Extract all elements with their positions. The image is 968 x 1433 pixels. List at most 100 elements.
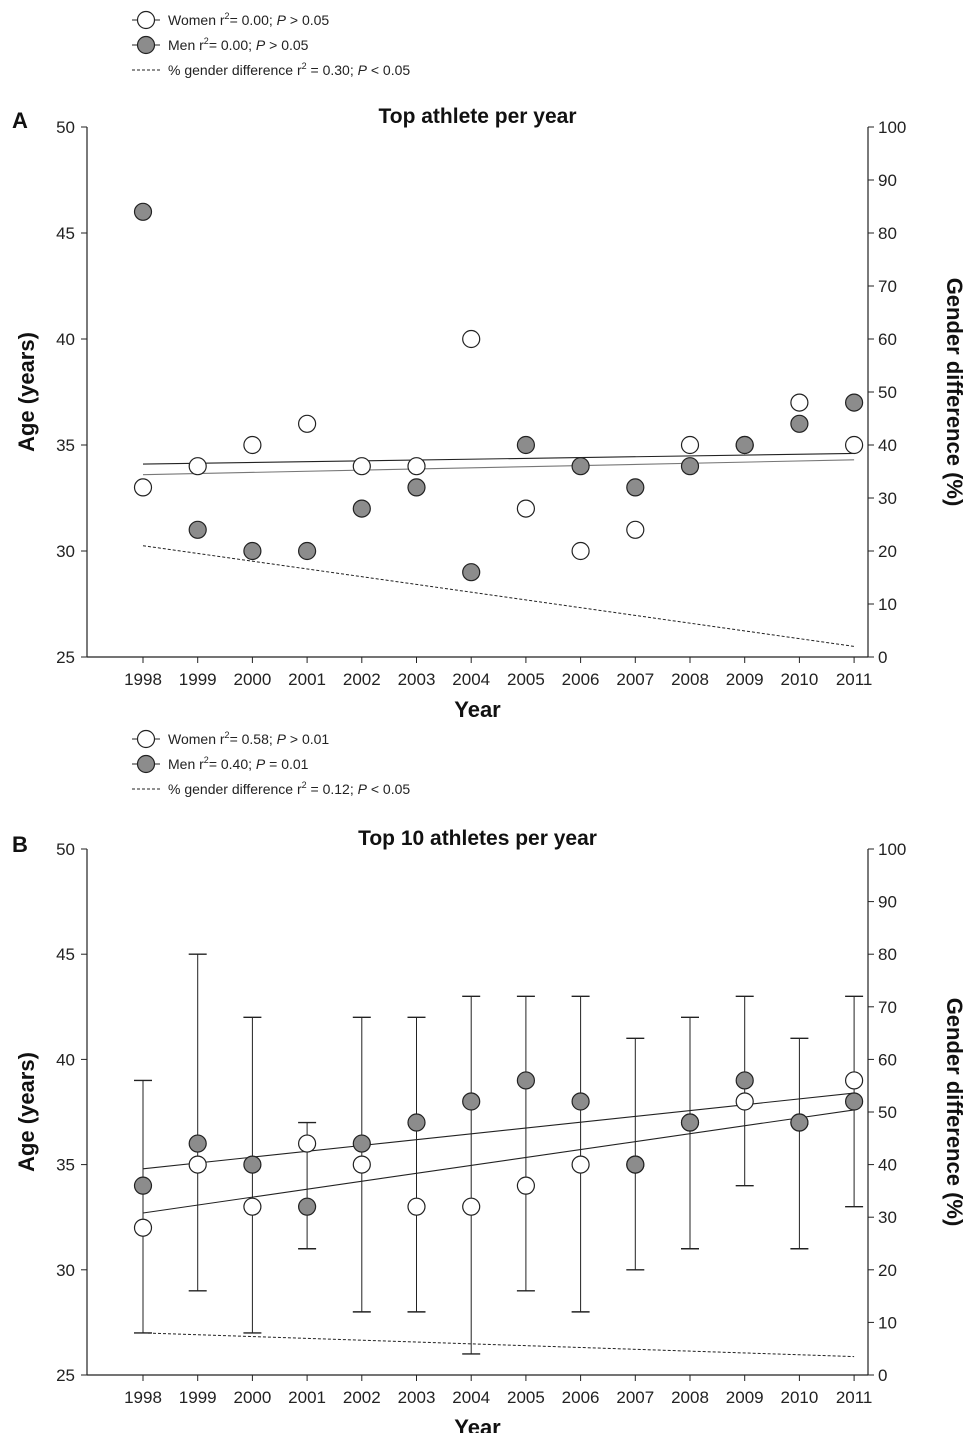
women-point <box>243 435 262 455</box>
men-point <box>680 457 700 476</box>
y2-tick-label: 30 <box>878 1208 897 1227</box>
y2-axis-title: Gender difference (%) <box>942 278 967 507</box>
women-point <box>844 1071 864 1090</box>
x-tick-label: 2000 <box>233 670 271 689</box>
men-point <box>243 541 262 561</box>
men-point <box>352 1134 371 1153</box>
x-tick-label: 1998 <box>124 670 162 689</box>
panel-a: Women r2= 0.00; P > 0.05 Men r2= 0.00; P … <box>12 10 967 722</box>
men-point <box>735 1071 754 1090</box>
x-tick-label: 1999 <box>179 1388 217 1407</box>
men-point <box>298 541 317 561</box>
men-point <box>790 1113 809 1132</box>
men-point <box>133 202 153 221</box>
gender-difference-trend-line <box>142 1332 855 1358</box>
panel-letter: B <box>12 832 28 857</box>
legend-women-marker <box>136 10 156 30</box>
x-tick-label: 1999 <box>179 670 217 689</box>
x-tick-label: 2011 <box>836 670 873 689</box>
women-point <box>735 1092 754 1111</box>
x-tick-label: 2000 <box>233 1388 271 1407</box>
panel-letter: A <box>12 108 28 133</box>
y2-tick-label: 100 <box>878 840 906 859</box>
y-tick-label: 25 <box>56 1366 75 1385</box>
x-tick-label: 2004 <box>452 1388 490 1407</box>
legend-men-label: Men r2= 0.00; P > 0.05 <box>168 36 309 53</box>
y-tick-label: 50 <box>56 118 75 137</box>
women-point <box>407 1197 426 1216</box>
men-point <box>516 1071 536 1090</box>
men-point <box>626 478 645 497</box>
y2-tick-label: 0 <box>878 648 887 667</box>
men-trend-line <box>142 1092 855 1170</box>
men-point <box>844 1092 864 1111</box>
y2-tick-label: 90 <box>878 171 897 190</box>
women-point <box>298 1134 317 1153</box>
y-tick-label: 40 <box>56 330 75 349</box>
men-point <box>407 478 426 497</box>
women-point <box>133 478 153 497</box>
legend-men-marker <box>136 35 156 55</box>
men-point <box>735 435 754 455</box>
y2-tick-label: 40 <box>878 1156 897 1175</box>
men-point <box>462 563 481 582</box>
y2-tick-label: 50 <box>878 1103 897 1122</box>
y-tick-label: 45 <box>56 945 75 964</box>
y2-tick-label: 70 <box>878 998 897 1017</box>
legend: Women r2= 0.58; P > 0.01 Men r2= 0.40; P … <box>132 729 410 797</box>
men-trend-line <box>142 452 855 465</box>
women-point <box>298 414 317 433</box>
x-axis-title: Year <box>454 1415 501 1433</box>
y-tick-label: 30 <box>56 542 75 561</box>
women-point <box>352 457 371 476</box>
men-point <box>298 1197 317 1216</box>
y2-tick-label: 60 <box>878 1050 897 1069</box>
y-tick-label: 45 <box>56 224 75 243</box>
women-point <box>626 520 645 539</box>
men-point <box>680 1113 700 1132</box>
y2-tick-label: 10 <box>878 1313 897 1332</box>
women-point <box>571 1155 590 1174</box>
x-tick-label: 2003 <box>398 1388 436 1407</box>
women-point <box>844 435 864 455</box>
women-point <box>188 1155 207 1174</box>
legend-diff-label: % gender difference r2 = 0.30; P < 0.05 <box>168 61 410 78</box>
men-point <box>844 393 864 412</box>
chart-title: Top 10 athletes per year <box>358 827 597 850</box>
panel-b: Women r2= 0.58; P > 0.01 Men r2= 0.40; P … <box>12 729 967 1433</box>
men-point <box>188 520 207 539</box>
legend-women-label: Women r2= 0.58; P > 0.01 <box>168 730 329 747</box>
x-tick-label: 2009 <box>726 670 764 689</box>
men-point <box>133 1176 153 1195</box>
women-point <box>680 435 700 455</box>
women-point <box>462 329 481 349</box>
women-point <box>516 1176 536 1195</box>
men-point <box>407 1113 426 1132</box>
legend-men-label: Men r2= 0.40; P = 0.01 <box>168 755 309 772</box>
x-tick-label: 2010 <box>780 670 818 689</box>
y-tick-label: 25 <box>56 648 75 667</box>
y2-tick-label: 50 <box>878 383 897 402</box>
y2-tick-label: 40 <box>878 436 897 455</box>
y2-tick-label: 100 <box>878 118 906 137</box>
x-tick-label: 2011 <box>836 1388 873 1407</box>
y-tick-label: 30 <box>56 1261 75 1280</box>
x-tick-label: 2006 <box>562 1388 600 1407</box>
men-point <box>188 1134 207 1153</box>
men-point <box>462 1092 481 1111</box>
men-point <box>571 1092 590 1111</box>
legend-diff-label: % gender difference r2 = 0.12; P < 0.05 <box>168 780 410 797</box>
x-axis-title: Year <box>454 697 501 722</box>
legend-men-marker <box>136 754 156 774</box>
women-point <box>243 1197 262 1216</box>
x-tick-label: 2006 <box>562 670 600 689</box>
men-point <box>243 1155 262 1174</box>
y2-tick-label: 90 <box>878 893 897 912</box>
men-point <box>626 1155 645 1174</box>
y-tick-label: 50 <box>56 840 75 859</box>
x-tick-label: 1998 <box>124 1388 162 1407</box>
y2-tick-label: 70 <box>878 277 897 296</box>
y2-tick-label: 80 <box>878 224 897 243</box>
women-point <box>571 541 590 561</box>
y2-tick-label: 20 <box>878 1261 897 1280</box>
